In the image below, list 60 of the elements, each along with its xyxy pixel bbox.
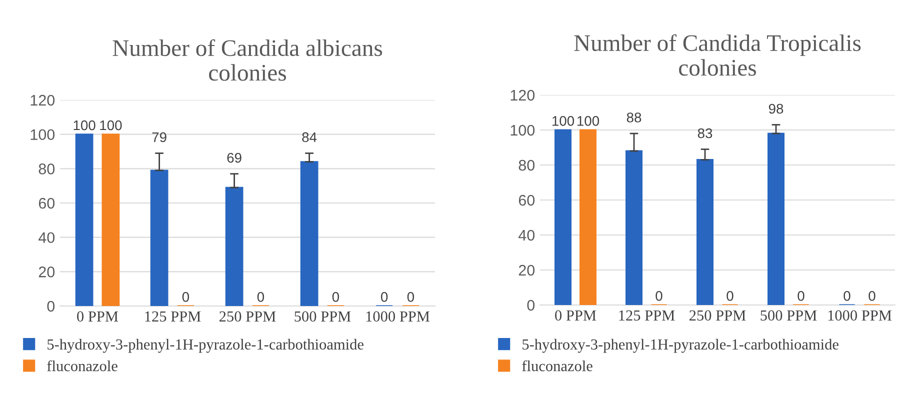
chart-title: Number of Candida Tropicalis colonies (574, 34, 861, 76)
data-label: 0 (656, 291, 662, 301)
y-tick-label: 100 (30, 129, 55, 140)
bar (554, 129, 572, 305)
data-label: 100 (74, 120, 96, 130)
data-label: 88 (626, 112, 642, 122)
x-tick-label: 125 PPM (619, 310, 675, 321)
data-label: 0 (380, 292, 388, 302)
data-label: 100 (552, 116, 574, 126)
data-label: 83 (698, 128, 712, 138)
y-tick-label: 60 (518, 194, 535, 206)
data-label: 84 (302, 132, 317, 142)
y-tick-label: 20 (38, 266, 55, 278)
y-tick-label: 120 (510, 90, 535, 101)
bar (75, 134, 94, 306)
data-label: 0 (868, 291, 876, 301)
data-label: 0 (332, 292, 340, 302)
data-label: 0 (182, 292, 190, 302)
legend-label: 5-hydroxy-3-phenyl-1H-pyrazole-1-carbothioamide (48, 338, 364, 353)
bar (150, 170, 168, 306)
data-label: 79 (152, 132, 166, 142)
y-tick-label: 0 (527, 300, 535, 311)
x-tick-label: 1000 PPM (828, 310, 892, 321)
x-tick-label: 1000 PPM (366, 311, 430, 322)
data-label: 0 (257, 292, 264, 302)
bar (300, 161, 318, 306)
y-tick-label: 0 (47, 300, 55, 312)
data-label: 100 (577, 116, 600, 126)
y-tick-label: 40 (38, 232, 55, 244)
bar (696, 159, 714, 305)
y-tick-label: 40 (518, 230, 535, 241)
bar (102, 134, 120, 306)
bar (626, 150, 643, 305)
x-tick-label: 250 PPM (220, 311, 276, 322)
y-tick-label: 20 (518, 264, 535, 276)
data-label: 0 (798, 291, 804, 301)
y-tick-label: 80 (38, 164, 55, 174)
chart-title: Number of Candida albicans colonies (112, 39, 382, 81)
y-tick-label: 100 (510, 124, 535, 136)
x-tick-label: 500 PPM (760, 310, 817, 321)
data-label: 100 (100, 120, 122, 130)
legend-label: fluconazole (47, 360, 118, 372)
bar (579, 129, 596, 305)
x-tick-label: 250 PPM (690, 310, 746, 321)
y-tick-label: 120 (30, 94, 55, 106)
y-tick-label: 80 (518, 160, 535, 171)
legend-label: fluconazole (522, 360, 592, 372)
data-label: 0 (407, 292, 414, 302)
bar (768, 132, 785, 305)
x-tick-label: 500 PPM (294, 311, 351, 322)
data-label: 98 (768, 104, 784, 114)
legend-label: 5-hydroxy-3-phenyl-1H-pyrazole-1-carbothioamide (522, 338, 838, 353)
x-tick-label: 0 PPM (77, 311, 118, 322)
bar (225, 186, 244, 306)
data-label: 69 (227, 152, 242, 163)
data-label: 0 (844, 291, 850, 301)
y-tick-label: 60 (38, 198, 55, 209)
x-tick-label: 0 PPM (555, 310, 596, 321)
data-label: 0 (726, 291, 734, 301)
x-tick-label: 125 PPM (145, 311, 201, 322)
